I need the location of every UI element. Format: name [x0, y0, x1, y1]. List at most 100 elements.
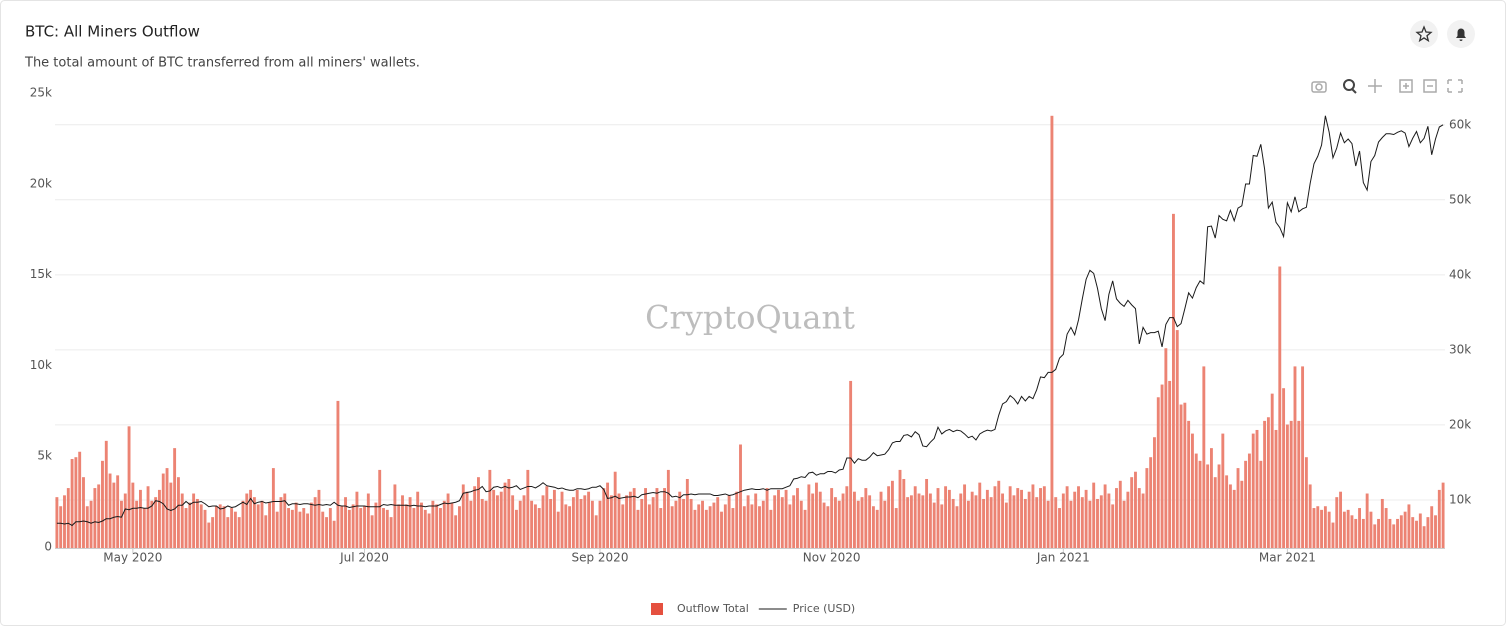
bar [355, 491, 359, 548]
bar [192, 493, 196, 548]
bar [746, 495, 750, 548]
bar [1369, 511, 1373, 548]
bar [1441, 482, 1445, 548]
bar [458, 506, 461, 548]
bar [1293, 366, 1297, 548]
bar [1377, 518, 1380, 548]
bar [670, 506, 674, 548]
bar [431, 500, 435, 548]
bar [503, 482, 507, 548]
bar [112, 482, 116, 548]
bar [560, 491, 564, 548]
bar [1270, 393, 1274, 548]
bar [446, 493, 450, 548]
bar [492, 489, 496, 548]
bar [55, 497, 59, 548]
bar [116, 475, 120, 548]
bar [1259, 460, 1263, 548]
bar [1050, 115, 1054, 549]
y2-tick-label: 50k [1449, 192, 1471, 206]
bar [480, 498, 484, 548]
x-tick-label: Jan 2021 [1036, 551, 1090, 565]
bar [727, 495, 731, 548]
x-tick-label: Sep 2020 [571, 551, 628, 565]
bar [834, 497, 837, 548]
bar [1312, 508, 1316, 548]
bar [1422, 526, 1426, 548]
bar [792, 495, 796, 548]
bar [1175, 330, 1179, 548]
bar [951, 498, 955, 548]
bar [970, 491, 974, 548]
bar [484, 500, 488, 548]
bar [1380, 498, 1384, 548]
bar [1213, 477, 1217, 548]
bar [909, 495, 913, 548]
bar [195, 498, 199, 548]
bar [233, 511, 237, 548]
bar [264, 515, 268, 548]
star-button[interactable] [1410, 20, 1438, 48]
bar [758, 506, 761, 548]
bar [154, 497, 158, 548]
bar [1217, 464, 1221, 548]
bar [799, 500, 803, 548]
bar [1274, 429, 1278, 548]
bar [275, 511, 279, 548]
bar [1160, 384, 1164, 548]
bar [63, 495, 66, 548]
bar [199, 504, 203, 548]
y2-tick-label: 60k [1449, 117, 1471, 131]
bar [655, 488, 659, 548]
bar [552, 489, 556, 548]
bar [408, 497, 412, 548]
bar [1130, 477, 1134, 548]
bar [1111, 504, 1115, 548]
bar [1187, 420, 1191, 548]
bar [1092, 482, 1096, 548]
bar [1323, 506, 1327, 548]
bar [1251, 433, 1255, 548]
bar [659, 508, 663, 548]
toolbar[interactable] [1311, 79, 1463, 94]
bell-button[interactable] [1447, 20, 1475, 48]
bar [617, 493, 621, 548]
bar [533, 504, 537, 548]
bar [864, 488, 868, 548]
bar [723, 504, 727, 548]
y-tick-label: 10k [30, 358, 52, 372]
bar [940, 504, 944, 548]
y2-tick-label: 30k [1449, 342, 1471, 356]
bar [214, 506, 218, 548]
bar [754, 493, 758, 548]
bar [366, 493, 370, 548]
bar [180, 493, 184, 548]
bar [1373, 524, 1377, 548]
bar [469, 500, 473, 548]
bar [1342, 511, 1346, 548]
bar [530, 500, 534, 548]
bar [404, 504, 408, 548]
grid [55, 124, 1445, 501]
bar [1346, 509, 1350, 548]
bar [1149, 457, 1153, 548]
bar [127, 426, 131, 548]
bar [1232, 489, 1236, 548]
bar [241, 500, 245, 548]
bar [712, 502, 716, 548]
bar [1153, 437, 1156, 548]
bar [401, 495, 404, 548]
bar [856, 500, 860, 548]
bar [818, 491, 822, 548]
bar [184, 508, 188, 548]
bar [750, 504, 754, 548]
bar [283, 493, 287, 548]
bar [541, 495, 545, 548]
y-tick-label: 0 [44, 540, 52, 554]
bar [101, 460, 104, 548]
bar [123, 493, 127, 548]
bar [176, 477, 180, 548]
x-tick-label: Nov 2020 [803, 551, 861, 565]
bar [1320, 509, 1324, 548]
bar [454, 515, 458, 548]
